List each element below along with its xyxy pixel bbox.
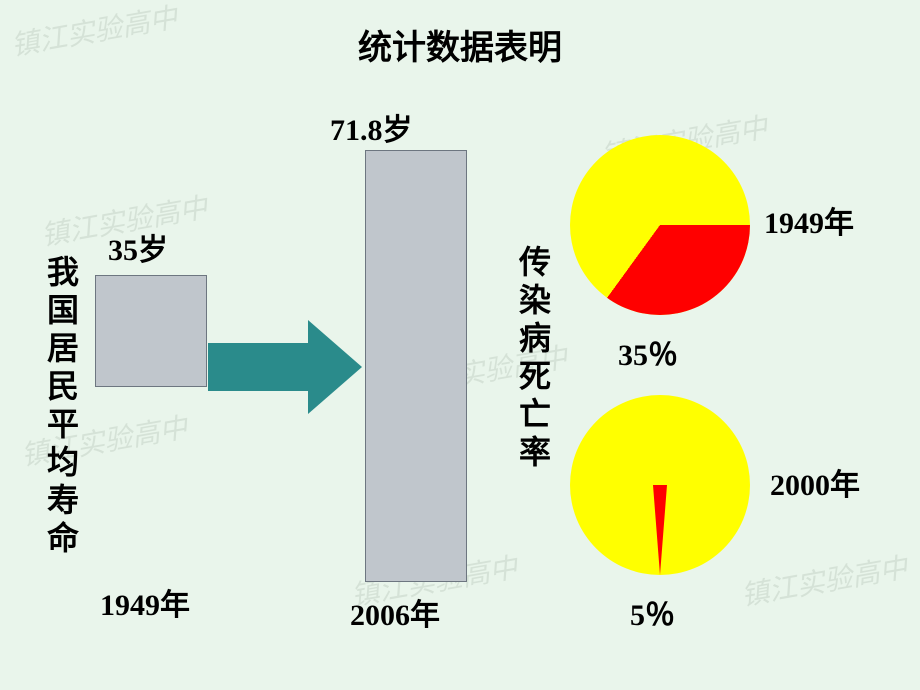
- watermark: 镇江实验高中: [738, 546, 910, 615]
- pie1: [570, 135, 750, 315]
- pie1-slice: [570, 135, 750, 315]
- pie1-year-label: 1949年: [764, 198, 854, 242]
- pie2-year-label: 2000年: [770, 460, 860, 504]
- pie2-pct-label: 5％: [630, 590, 675, 634]
- life-expectancy-label: 我国居民平均寿命: [38, 255, 84, 559]
- arrow-shaft: [208, 343, 308, 391]
- bar1-value-label: 35岁: [108, 225, 168, 269]
- pie1-pct-label: 35％: [618, 330, 678, 374]
- bar1-year-label: 1949年: [100, 580, 190, 624]
- pie2-slice: [653, 485, 667, 575]
- arrow-head-icon: [308, 320, 362, 414]
- pie2: [570, 395, 750, 575]
- page-title: 统计数据表明: [0, 20, 920, 69]
- bar2: [365, 150, 467, 582]
- bar1: [95, 275, 207, 387]
- bar2-year-label: 2006年: [350, 590, 440, 634]
- mortality-label: 传染病死亡率: [510, 245, 556, 473]
- bar2-value-label: 71.8岁: [330, 105, 413, 149]
